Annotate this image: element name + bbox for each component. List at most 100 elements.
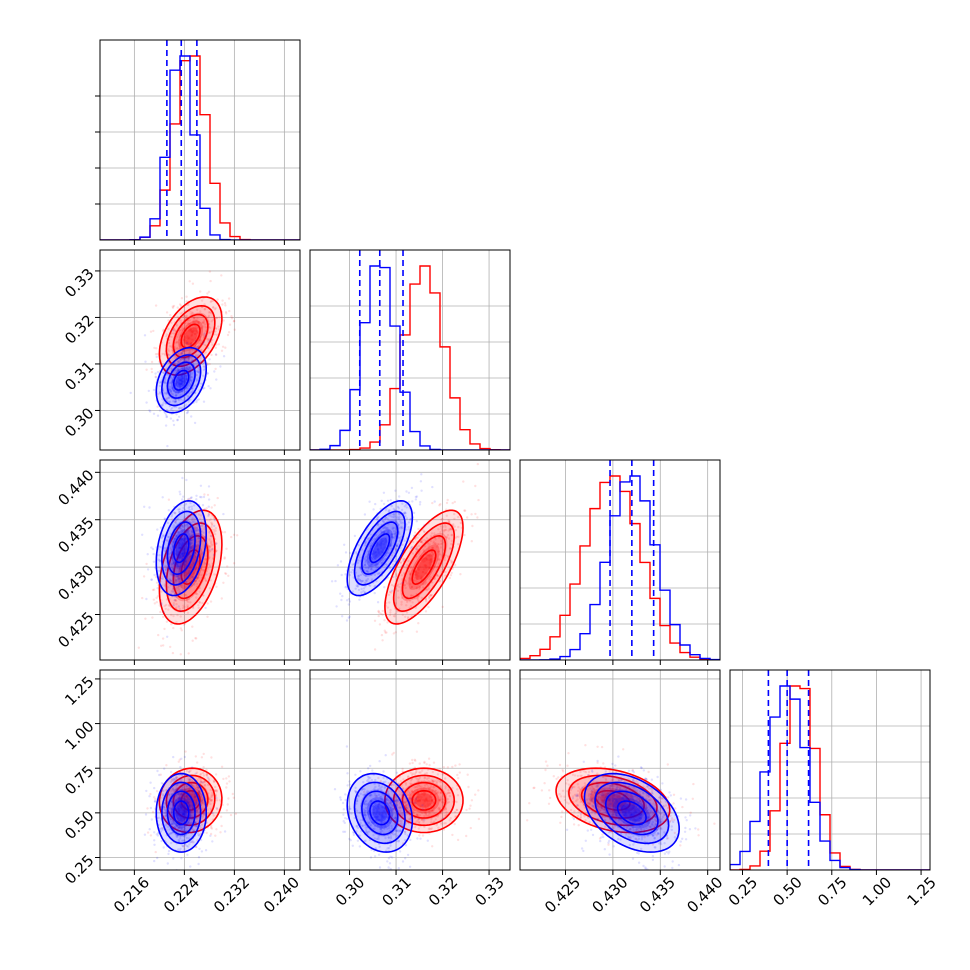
scatter-point	[176, 315, 179, 319]
scatter-point	[414, 597, 417, 600]
scatter-point	[360, 591, 363, 594]
scatter-point	[415, 495, 419, 498]
scatter-point	[178, 379, 181, 382]
scatter-point	[223, 531, 227, 534]
scatter-point	[170, 820, 173, 823]
scatter-point	[471, 524, 474, 528]
scatter-point	[175, 823, 179, 827]
scatter-point	[192, 841, 195, 844]
scatter-point	[166, 521, 170, 525]
scatter-point	[179, 808, 183, 811]
scatter-point	[178, 556, 182, 559]
scatter-point	[449, 791, 452, 795]
scatter-point	[180, 552, 184, 555]
scatter-point	[166, 872, 168, 874]
scatter-point	[154, 376, 158, 379]
scatter-point	[421, 586, 425, 589]
scatter-point	[218, 799, 222, 802]
scatter-point	[209, 579, 212, 582]
scatter-point	[191, 807, 194, 810]
scatter-point	[159, 526, 163, 529]
density-fill-blue-2-1-4	[372, 537, 388, 559]
scatter-point	[189, 310, 192, 313]
scatter-point	[165, 335, 168, 338]
scatter-point	[224, 346, 227, 349]
scatter-point	[180, 546, 183, 550]
scatter-point	[189, 378, 192, 382]
scatter-point	[168, 388, 171, 391]
scatter-point	[373, 837, 376, 840]
scatter-point	[182, 552, 185, 555]
scatter-point	[183, 508, 187, 511]
scatter-point	[411, 772, 415, 775]
scatter-point	[388, 509, 391, 512]
scatter-point	[195, 804, 198, 807]
scatter-point	[207, 545, 210, 548]
scatter-point	[211, 791, 214, 795]
scatter-point	[417, 599, 420, 602]
scatter-point	[185, 367, 188, 370]
scatter-point	[447, 788, 450, 792]
scatter-point	[163, 381, 166, 384]
scatter-point	[180, 584, 183, 587]
contour-blue-3-0-1	[161, 781, 202, 845]
scatter-point	[441, 517, 444, 521]
scatter-point	[187, 571, 190, 574]
scatter-point	[213, 370, 216, 373]
scatter-point	[447, 519, 450, 522]
scatter-point	[209, 826, 213, 829]
scatter-point	[185, 823, 188, 826]
scatter-point	[183, 788, 186, 791]
density-fill-blue-2-0-1	[161, 510, 202, 587]
scatter-point	[401, 860, 405, 863]
scatter-point	[225, 782, 229, 785]
density-fill-blue-1-0-3	[171, 367, 192, 394]
scatter-point	[184, 518, 187, 521]
scatter-point	[185, 809, 188, 812]
scatter-point	[171, 541, 174, 544]
scatter-point	[377, 807, 380, 811]
scatter-point	[399, 780, 402, 783]
density-fill-red-2-1-4	[415, 554, 433, 580]
scatter-point	[423, 777, 426, 780]
scatter-point	[191, 545, 194, 548]
scatter-point	[404, 580, 408, 583]
scatter-point	[450, 539, 454, 543]
histogram-blue-2	[520, 475, 720, 660]
scatter-point	[208, 358, 211, 361]
scatter-point	[422, 786, 426, 790]
scatter-point	[187, 821, 191, 825]
scatter-point	[406, 810, 409, 814]
scatter-point	[389, 801, 393, 804]
scatter-point	[181, 812, 185, 815]
scatter-point	[418, 799, 422, 802]
scatter-point	[155, 790, 159, 793]
scatter-point	[175, 563, 179, 566]
scatter-point	[160, 601, 163, 605]
scatter-point	[455, 808, 459, 812]
scatter-point	[173, 581, 176, 585]
scatter-point	[215, 789, 218, 792]
scatter-point	[374, 564, 378, 568]
scatter-point	[193, 794, 197, 798]
scatter-point	[172, 789, 175, 792]
scatter-point	[186, 387, 189, 390]
scatter-point	[188, 392, 191, 395]
scatter-point	[176, 551, 180, 554]
scatter-point	[184, 593, 188, 597]
scatter-point	[160, 827, 163, 830]
scatter-point	[183, 848, 186, 851]
scatter-point	[330, 580, 334, 583]
scatter-point	[423, 776, 427, 779]
scatter-point	[202, 321, 206, 324]
scatter-point	[196, 308, 199, 312]
scatter-point	[189, 564, 192, 567]
scatter-point	[176, 776, 179, 779]
scatter-point	[424, 564, 427, 567]
scatter-point	[382, 543, 386, 546]
scatter-point	[166, 566, 169, 570]
scatter-point	[420, 577, 423, 580]
scatter-point	[447, 800, 451, 804]
scatter-point	[197, 536, 201, 540]
scatter-point	[162, 846, 165, 849]
